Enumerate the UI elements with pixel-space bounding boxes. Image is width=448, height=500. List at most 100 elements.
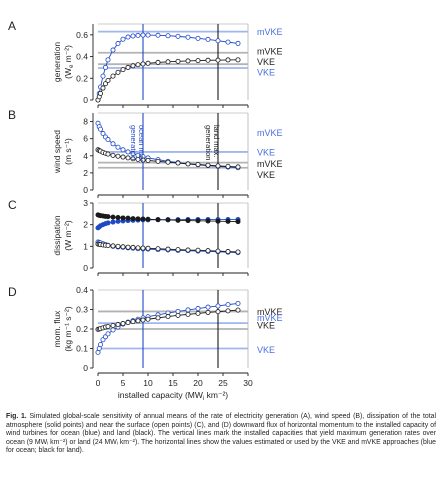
vline-label-line1: land max. [212, 125, 221, 158]
data-point [175, 217, 181, 223]
data-point [120, 154, 126, 160]
y-axis-unit-label: (kg m⁻¹ s⁻²) [63, 306, 73, 351]
data-point [105, 214, 111, 220]
data-point [100, 85, 106, 91]
series-line-land [97, 59, 239, 101]
data-point [185, 247, 191, 253]
x-tick-label: 10 [143, 378, 153, 388]
data-point [185, 58, 191, 64]
data-point [140, 317, 146, 323]
y-tick-label: 2 [83, 168, 88, 178]
data-point [145, 60, 151, 66]
data-point [130, 216, 136, 222]
data-point [120, 36, 126, 42]
data-point [225, 218, 231, 224]
data-point [120, 321, 126, 327]
data-point [195, 58, 201, 64]
data-point [135, 216, 141, 222]
y-axis-unit-label: (m s⁻¹) [63, 138, 73, 165]
data-point [155, 32, 161, 38]
data-point [185, 161, 191, 167]
data-point [110, 219, 116, 225]
data-point [205, 248, 211, 254]
data-point [120, 244, 126, 250]
reference-label: mVKE [257, 159, 283, 169]
data-point [225, 39, 231, 45]
figure-caption: Fig. 1. Simulated global-scale sensitivi… [6, 413, 436, 456]
data-point [215, 248, 221, 254]
data-point [235, 300, 241, 306]
data-point [120, 147, 126, 153]
data-point [115, 41, 121, 47]
data-point [165, 33, 171, 39]
data-point [100, 73, 106, 79]
data-point [135, 245, 141, 251]
data-point [235, 57, 241, 63]
data-point [205, 309, 211, 315]
x-tick-label: 0 [96, 378, 101, 388]
data-point [130, 33, 136, 39]
data-point [215, 309, 221, 315]
data-point [225, 163, 231, 169]
y-tick-label: 3 [83, 198, 88, 208]
data-point [195, 306, 201, 312]
data-point [120, 215, 126, 221]
data-point [98, 90, 104, 96]
data-point [145, 216, 151, 222]
data-point [215, 57, 221, 63]
data-point [140, 245, 146, 251]
data-point [225, 249, 231, 255]
y-tick-label: 0 [83, 363, 88, 373]
data-point [165, 159, 171, 165]
data-point [165, 246, 171, 252]
panel-letter: B [8, 108, 16, 122]
data-point [115, 144, 121, 150]
data-point [105, 137, 111, 143]
data-point [115, 215, 121, 221]
data-point [105, 151, 111, 157]
reference-label: VKE [257, 147, 275, 157]
data-point [195, 162, 201, 168]
data-point [215, 38, 221, 44]
reference-label: VKE [257, 321, 275, 331]
x-tick-label: 5 [121, 378, 126, 388]
data-point [115, 153, 121, 159]
data-point [175, 312, 181, 318]
data-point [125, 320, 131, 326]
panel-letter: A [8, 19, 16, 33]
data-point [225, 302, 231, 308]
caption-lead: Fig. 1. [6, 413, 27, 420]
y-tick-label: 6 [83, 134, 88, 144]
y-axis-label: wind speed [52, 130, 62, 174]
panel-letter: C [8, 198, 17, 212]
y-tick-label: 0.3 [76, 305, 88, 315]
data-point [225, 57, 231, 63]
y-axis-unit-label: (W m⁻²) [63, 220, 73, 251]
data-point [110, 47, 116, 53]
data-point [195, 35, 201, 41]
data-point [125, 64, 131, 70]
data-point [105, 57, 111, 63]
y-tick-label: 0.6 [76, 30, 88, 40]
y-tick-label: 0.4 [76, 52, 88, 62]
data-point [105, 242, 111, 248]
y-tick-label: 0 [83, 95, 88, 105]
y-tick-label: 0 [83, 185, 88, 195]
data-point [110, 327, 116, 333]
data-point [98, 342, 104, 348]
x-tick-label: 20 [193, 378, 203, 388]
data-point [105, 323, 111, 329]
data-point [235, 249, 241, 255]
x-tick-label: 25 [218, 378, 228, 388]
y-tick-label: 0.2 [76, 73, 88, 83]
data-point [165, 217, 171, 223]
x-axis-label: installed capacity (MWi km⁻²) [118, 390, 228, 402]
data-point [185, 34, 191, 40]
y-axis-label: generation [52, 42, 62, 82]
data-point [205, 218, 211, 224]
data-point [155, 246, 161, 252]
data-point [205, 162, 211, 168]
data-point [125, 34, 131, 40]
